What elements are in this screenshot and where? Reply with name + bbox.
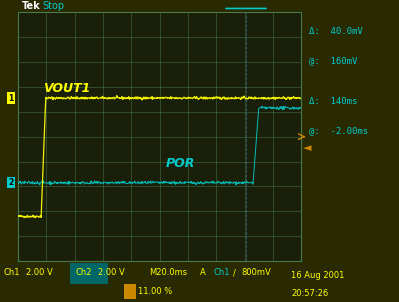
Text: 11.00 %: 11.00 %: [138, 287, 172, 296]
FancyBboxPatch shape: [70, 263, 108, 284]
Text: M20.0ms: M20.0ms: [150, 268, 188, 277]
Text: @:  -2.00ms: @: -2.00ms: [309, 126, 368, 135]
Text: Ch2: Ch2: [76, 268, 92, 277]
Text: 2: 2: [8, 178, 14, 187]
Text: 2.00 V: 2.00 V: [26, 268, 53, 277]
Bar: [124, 284, 136, 299]
Text: VOUT1: VOUT1: [43, 82, 91, 95]
Text: Stop: Stop: [43, 1, 65, 11]
Text: Ch1: Ch1: [213, 268, 230, 277]
Text: Δ:  140ms: Δ: 140ms: [309, 98, 358, 107]
Text: 16 Aug 2001: 16 Aug 2001: [291, 271, 345, 280]
Text: Δ:  40.0mV: Δ: 40.0mV: [309, 27, 363, 36]
Text: /: /: [233, 268, 236, 277]
Text: 2.00 V: 2.00 V: [98, 268, 124, 277]
Text: A: A: [200, 268, 205, 277]
Text: Tek: Tek: [22, 1, 41, 11]
Text: 800mV: 800mV: [241, 268, 271, 277]
Text: @:  160mV: @: 160mV: [309, 56, 358, 65]
Text: POR: POR: [165, 156, 195, 169]
Text: 20:57:26: 20:57:26: [291, 289, 328, 298]
Text: 1: 1: [8, 94, 14, 103]
Text: ◄: ◄: [303, 143, 312, 153]
Text: Ch1: Ch1: [4, 268, 20, 277]
